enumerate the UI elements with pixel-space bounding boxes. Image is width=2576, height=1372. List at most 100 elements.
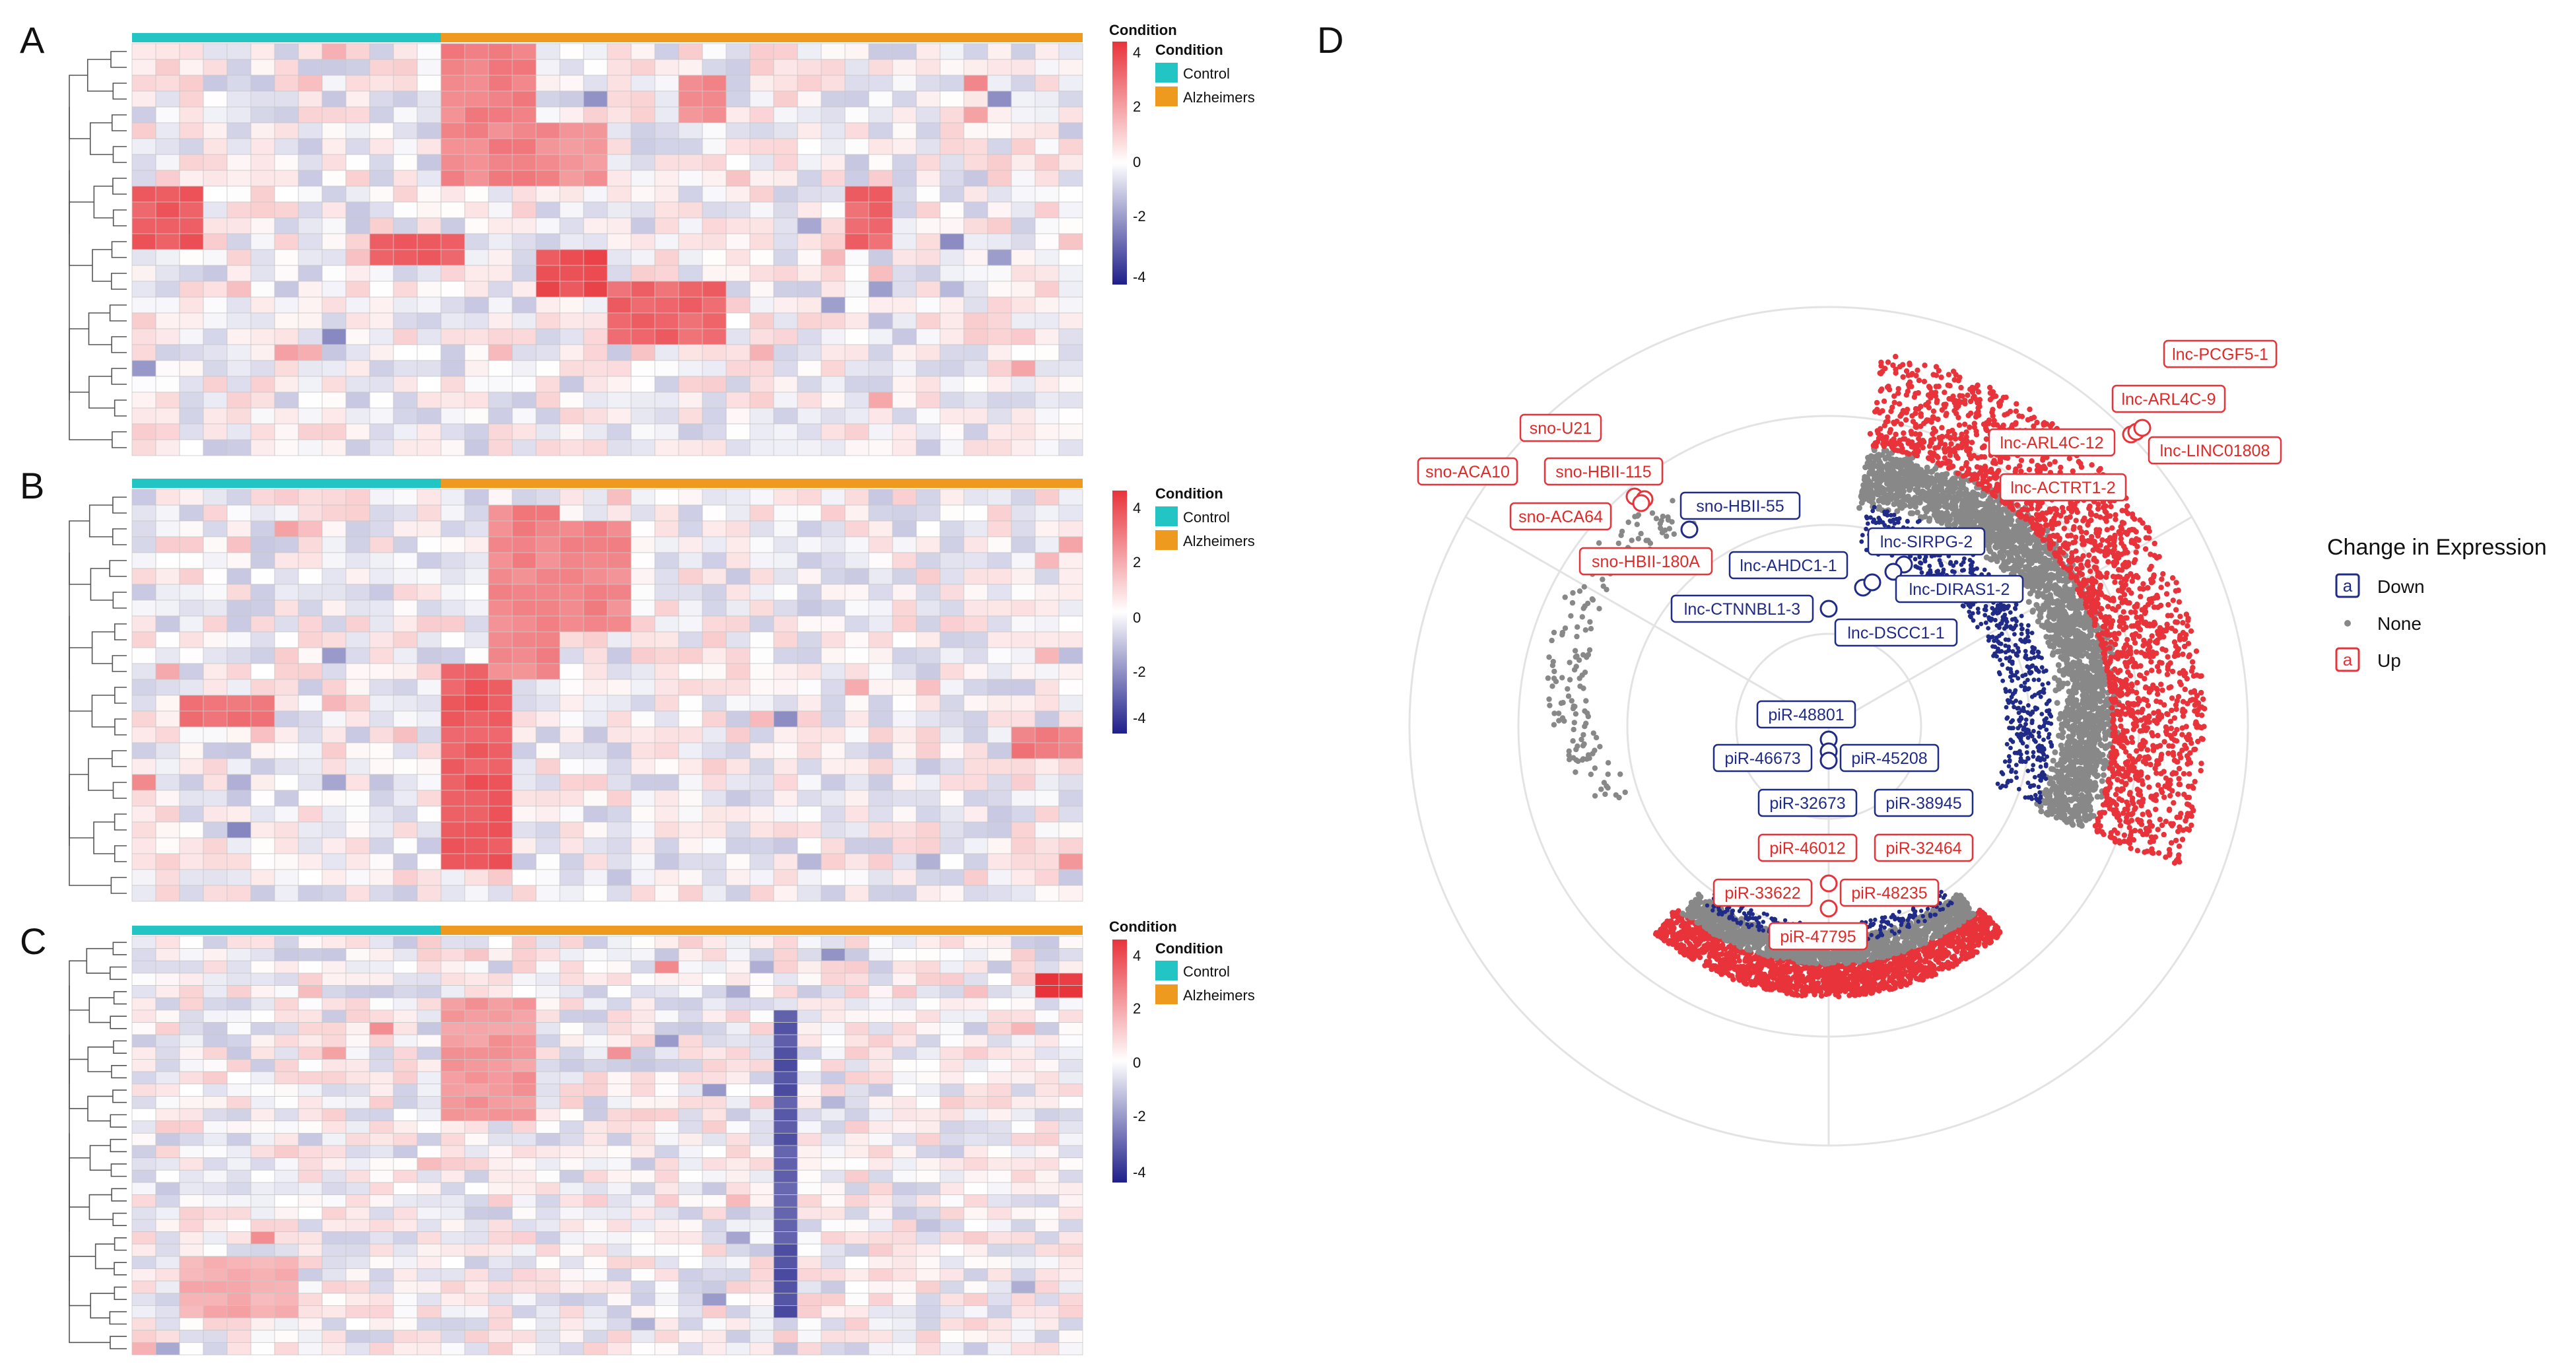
heatmap-cell — [630, 584, 656, 601]
heatmap-cell — [559, 552, 584, 569]
heatmap-cell — [939, 1305, 965, 1319]
heatmap-cell — [1058, 790, 1083, 807]
heatmap-cell — [417, 1231, 442, 1245]
heatmap-cell — [131, 1169, 156, 1183]
heatmap-cell — [179, 249, 204, 266]
heatmap-cell — [963, 407, 988, 425]
heatmap-cell — [702, 1059, 727, 1072]
heatmap-cell — [298, 600, 323, 617]
heatmap-cell — [274, 726, 299, 743]
heatmap-cell — [868, 59, 893, 76]
heatmap-cell — [821, 973, 846, 986]
heatmap-cell — [345, 1169, 370, 1183]
dendrogram-branch — [69, 520, 91, 585]
heatmap-cell — [1058, 948, 1083, 961]
heatmap-cell — [868, 710, 893, 728]
heatmap-cell — [607, 960, 632, 974]
heatmap-cell — [274, 600, 299, 617]
heatmap-cell — [155, 1120, 180, 1134]
heatmap-cell — [821, 1243, 846, 1257]
heatmap-cell — [868, 853, 893, 870]
heatmap-cell — [987, 138, 1012, 155]
heatmap-cell — [939, 1096, 965, 1109]
heatmap-cell — [155, 647, 180, 664]
heatmap-cell — [868, 837, 893, 854]
heatmap-cell — [131, 233, 156, 250]
heatmap-cell — [512, 1342, 537, 1355]
heatmap-cell — [1034, 154, 1060, 171]
heatmap-cell — [868, 1083, 893, 1097]
heatmap-cell — [226, 853, 252, 870]
heatmap-cell — [250, 758, 275, 775]
heatmap-cell — [393, 1317, 418, 1331]
heatmap-cell — [559, 584, 584, 601]
heatmap-cell — [345, 821, 370, 839]
heatmap-cell — [393, 154, 418, 171]
heatmap-cell — [464, 774, 489, 791]
heatmap-cell — [939, 1243, 965, 1257]
heatmap-cell — [892, 997, 917, 1011]
heatmap-cell — [1034, 106, 1060, 123]
heatmap-cell — [868, 1071, 893, 1085]
dendrogram-branch — [91, 695, 115, 728]
heatmap-cell — [654, 742, 679, 759]
heatmap-cell — [868, 821, 893, 839]
heatmap-cell — [250, 1132, 275, 1146]
heatmap-cell — [417, 376, 442, 393]
heatmap-cell — [630, 806, 656, 823]
heatmap-cell — [702, 1231, 727, 1245]
dendrogram-branch — [94, 1243, 115, 1270]
heatmap-cell — [512, 186, 537, 203]
heatmap-cell — [226, 360, 252, 377]
heatmap-cell — [678, 1305, 703, 1319]
heatmap-cell — [512, 726, 537, 743]
heatmap-cell — [369, 296, 394, 314]
heatmap-cell — [345, 1330, 370, 1343]
heatmap-cell — [749, 774, 774, 791]
heatmap-cell — [844, 233, 869, 250]
heatmap-cell — [939, 138, 965, 155]
heatmap-cell — [203, 552, 228, 569]
heatmap-cell — [749, 806, 774, 823]
heatmap-cell — [488, 1206, 513, 1220]
heatmap-cell — [987, 360, 1012, 377]
heatmap-cell — [369, 973, 394, 986]
heatmap-cell — [298, 265, 323, 282]
heatmap-cell — [726, 1034, 751, 1048]
heatmap-cell — [630, 360, 656, 377]
heatmap-cell — [868, 249, 893, 266]
heatmap-cell — [844, 568, 869, 585]
heatmap-cell — [607, 742, 632, 759]
heatmap-cell — [963, 726, 988, 743]
heatmap-cell — [939, 869, 965, 886]
heatmap-cell — [298, 1083, 323, 1097]
heatmap-cell — [345, 1268, 370, 1282]
scatter-point — [2050, 757, 2056, 764]
heatmap-cell — [298, 154, 323, 171]
heatmap-cell — [939, 1206, 965, 1220]
heatmap-cell — [559, 1010, 584, 1023]
heatmap-cell — [203, 249, 228, 266]
heatmap-cell — [773, 936, 798, 949]
heatmap-cell — [226, 296, 252, 314]
heatmap-cell — [417, 985, 442, 998]
heatmap-cell — [559, 201, 584, 219]
heatmap-cell — [131, 552, 156, 569]
heatmap-cell — [369, 936, 394, 949]
heatmap-cell — [630, 122, 656, 139]
heatmap-cell — [322, 1182, 347, 1195]
heatmap-cell — [678, 790, 703, 807]
heatmap-cell — [512, 504, 537, 522]
heatmap-cell — [963, 504, 988, 522]
heatmap-cell — [630, 1046, 656, 1060]
heatmap-cell — [298, 663, 323, 680]
heatmap-cell — [583, 1132, 608, 1146]
heatmap-cell — [179, 1022, 204, 1035]
heatmap-cell — [298, 43, 323, 60]
heatmap-cell — [322, 392, 347, 409]
heatmap-cell — [1034, 710, 1060, 728]
heatmap-cell — [226, 1317, 252, 1331]
heatmap-cell — [369, 997, 394, 1011]
heatmap-cell — [131, 1342, 156, 1355]
heatmap-cell — [440, 1268, 465, 1282]
